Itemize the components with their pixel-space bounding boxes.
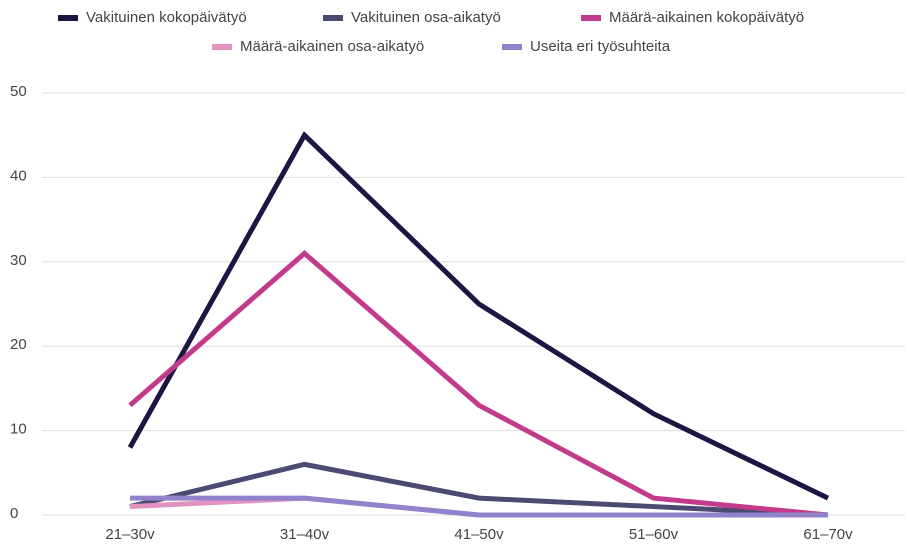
x-tick-label: 61–70v (803, 526, 853, 543)
y-tick-label: 30 (10, 252, 27, 269)
legend-swatch (502, 44, 522, 50)
line (127, 131, 830, 501)
line (129, 461, 829, 518)
legend-label: Useita eri työsuhteita (530, 38, 671, 55)
legend-swatch (58, 15, 78, 21)
y-tick-label: 0 (10, 505, 18, 522)
line (130, 495, 828, 518)
y-tick-label: 10 (10, 421, 27, 438)
y-tick-label: 40 (10, 167, 27, 184)
line (128, 250, 829, 518)
x-tick-label: 31–40v (280, 526, 330, 543)
legend-label: Vakituinen kokopäivätyö (86, 9, 247, 26)
legend-swatch (323, 15, 343, 21)
legend-label: Määrä-aikainen kokopäivätyö (609, 9, 804, 26)
legend-swatch (581, 15, 601, 21)
legend-label: Vakituinen osa-aikatyö (351, 9, 501, 26)
y-tick-label: 50 (10, 83, 27, 100)
x-tick-label: 21–30v (105, 526, 155, 543)
legend-label: Määrä-aikainen osa-aikatyö (240, 38, 424, 55)
x-tick-label: 51–60v (629, 526, 679, 543)
legend-swatch (212, 44, 232, 50)
y-tick-label: 20 (10, 336, 27, 353)
x-tick-label: 41–50v (454, 526, 504, 543)
